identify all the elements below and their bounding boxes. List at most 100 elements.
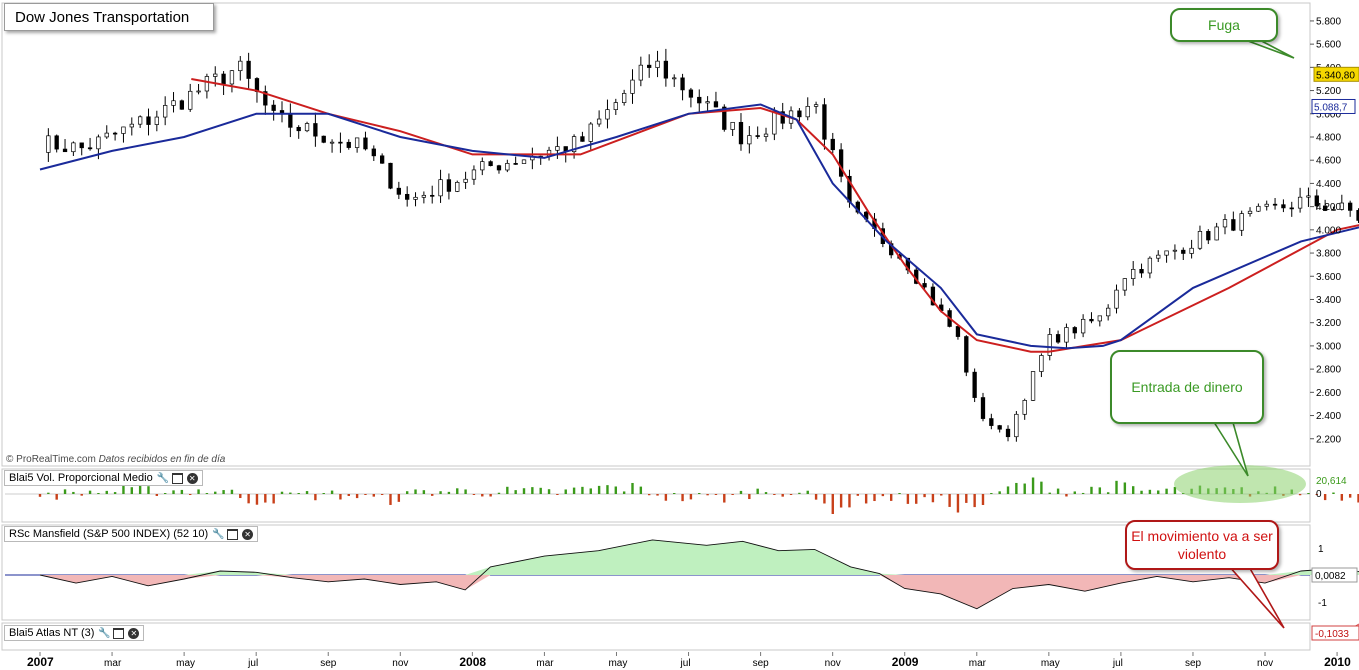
volume-bar-down — [931, 494, 935, 503]
y-tick-label: 2.400 — [1316, 411, 1341, 422]
candle-body — [221, 73, 226, 85]
candle-body — [363, 137, 368, 150]
y-tick-label: 5.800 — [1316, 16, 1341, 27]
volume-bar-up — [998, 491, 1001, 494]
volume-bar-down — [556, 494, 559, 495]
volume-bar-down — [239, 494, 242, 499]
panel-label-atlas: Blai5 Atlas NT (3) — [9, 627, 95, 639]
volume-bar-up — [130, 487, 133, 494]
candle-body — [521, 159, 527, 164]
candle-body — [488, 161, 493, 167]
candle-body — [772, 111, 777, 135]
y-tick-label: 3.400 — [1316, 295, 1341, 306]
window-icon[interactable] — [227, 528, 239, 540]
candle-body — [805, 106, 810, 118]
y-tick-label: 3.200 — [1316, 318, 1341, 329]
x-tick-label: 2007 — [27, 655, 54, 669]
volume-bar-down — [681, 494, 684, 502]
volume-bar-down — [314, 494, 317, 501]
candle-body — [1022, 400, 1027, 415]
volume-bar-down — [1357, 494, 1359, 503]
x-tick-label: may — [1041, 658, 1060, 669]
candle-body — [413, 196, 418, 200]
candle-body — [747, 135, 752, 145]
candle-body — [1264, 203, 1269, 207]
candle-body — [1080, 318, 1086, 334]
volume-bar-up — [322, 493, 325, 494]
candle-body — [663, 60, 669, 79]
volume-bar-up — [522, 488, 526, 494]
volume-bar-down — [781, 494, 784, 497]
volume-bar-up — [422, 490, 426, 494]
atlas-value-tag — [1311, 625, 1359, 641]
candle-body — [1072, 327, 1077, 334]
volume-bar-up — [297, 493, 300, 494]
candle-body — [121, 126, 126, 134]
candle-body — [163, 105, 168, 118]
panel-label-rsc: RSc Mansfield (S&P 500 INDEX) (52 10) — [9, 528, 209, 540]
candle-body — [1156, 254, 1161, 259]
volume-histogram — [38, 465, 1359, 514]
volume-bar-up — [88, 490, 92, 494]
volume-bar-up — [230, 489, 234, 494]
candle-body — [647, 64, 652, 68]
x-tick-label: 2009 — [892, 655, 919, 669]
atlas-area — [1354, 623, 1359, 627]
volume-bar-down — [431, 494, 434, 496]
candle-body — [1247, 210, 1253, 214]
candle-body — [697, 96, 702, 104]
volume-bar-down — [38, 494, 42, 497]
volume-bar-up — [622, 491, 626, 494]
ma-value-tag — [1311, 98, 1356, 114]
candle-body — [705, 101, 710, 104]
close-icon[interactable]: ✕ — [128, 627, 140, 639]
y-tick-label: 5.000 — [1316, 109, 1341, 120]
x-tick-label: may — [608, 658, 627, 669]
axes: 2.200 2.400 2.600 2.800 3.000 3.200 3.400 3.600… — [27, 16, 1359, 669]
candle-body — [655, 60, 660, 68]
candle-body — [46, 135, 51, 153]
volume-bar-down — [873, 494, 876, 502]
volume-bar-up — [531, 487, 534, 494]
volume-bar-down — [1298, 494, 1302, 496]
wrench-icon[interactable]: 🔧 — [98, 627, 111, 639]
candle-body — [1097, 315, 1102, 322]
y-tick-label: 3.000 — [1316, 341, 1341, 352]
candle-body — [1106, 307, 1111, 317]
window-icon[interactable] — [113, 627, 125, 639]
candle-body — [1339, 202, 1344, 210]
close-icon[interactable]: ✕ — [186, 472, 198, 484]
volume-bar-down — [848, 494, 851, 508]
candle-body — [580, 136, 585, 142]
volume-bar-up — [497, 492, 501, 494]
close-icon[interactable]: ✕ — [242, 528, 254, 540]
window-icon[interactable] — [171, 472, 183, 484]
chart-title: Dow Jones Transportation — [4, 3, 214, 31]
volume-bar-up — [305, 491, 309, 494]
volume-bar-up — [47, 492, 50, 494]
y-tick-label: 2.600 — [1316, 388, 1341, 399]
candle-body — [405, 193, 410, 200]
volume-bar-down — [973, 494, 976, 508]
wrench-icon[interactable]: 🔧 — [212, 528, 225, 540]
candle-body — [630, 79, 635, 94]
callout-fuga: Fuga — [1170, 8, 1278, 42]
volume-bar-down — [364, 494, 367, 495]
wrench-icon[interactable]: 🔧 — [156, 472, 170, 484]
candle-body — [555, 146, 560, 151]
candle-body — [755, 135, 760, 137]
volume-bar-up — [514, 490, 517, 494]
candle-body — [1297, 196, 1303, 209]
volume-bar-up — [1148, 489, 1152, 494]
volume-bar-up — [414, 489, 417, 494]
x-tick-label: nov — [1257, 658, 1273, 669]
candle-body — [1064, 327, 1069, 343]
rsc-tick-label: 1 — [1318, 544, 1324, 555]
volume-bar-down — [814, 494, 818, 500]
candle-body — [1322, 205, 1328, 211]
candle-body — [379, 155, 385, 164]
candle-body — [246, 60, 251, 79]
candle-body — [229, 70, 235, 85]
x-tick-label: jul — [1112, 658, 1123, 669]
candle-body — [71, 142, 76, 153]
